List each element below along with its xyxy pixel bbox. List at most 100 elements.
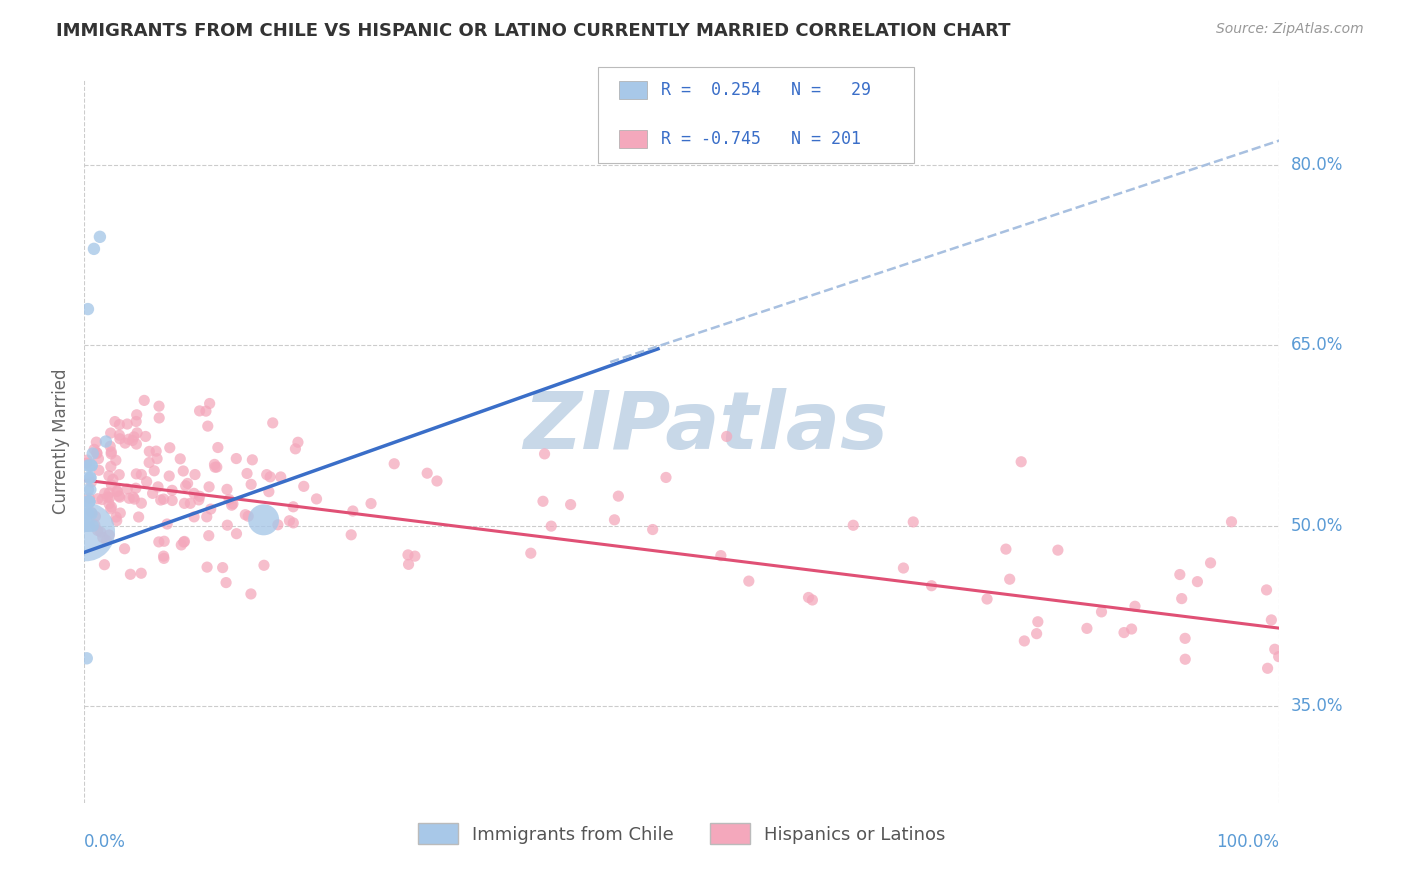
Point: [98, 486, 121, 500]
Point: [83, 242, 105, 256]
Point: [1199, 556, 1222, 570]
Point: [146, 480, 169, 494]
Point: [77, 483, 100, 497]
Point: [1267, 649, 1289, 664]
Point: [77, 458, 100, 473]
Point: [77, 301, 100, 316]
Point: [239, 587, 262, 601]
Point: [83, 517, 105, 532]
Point: [77, 518, 100, 533]
Point: [1256, 582, 1278, 597]
Point: [100, 500, 122, 514]
Point: [287, 435, 309, 450]
Point: [1026, 615, 1049, 629]
Point: [148, 411, 170, 425]
Point: [125, 437, 148, 451]
Point: [84, 509, 107, 524]
Point: [114, 541, 136, 556]
Point: [540, 519, 562, 533]
Point: [738, 574, 761, 588]
Point: [87, 463, 110, 477]
Point: [76, 507, 98, 521]
Point: [238, 509, 260, 524]
Point: [305, 491, 328, 506]
Text: IMMIGRANTS FROM CHILE VS HISPANIC OR LATINO CURRENTLY MARRIED CORRELATION CHART: IMMIGRANTS FROM CHILE VS HISPANIC OR LAT…: [56, 22, 1011, 40]
Point: [110, 506, 132, 520]
Point: [183, 509, 205, 524]
Point: [283, 516, 305, 530]
Point: [91, 492, 114, 507]
Point: [340, 528, 363, 542]
Point: [79, 491, 101, 506]
Point: [120, 567, 142, 582]
Point: [205, 460, 228, 475]
Point: [197, 529, 219, 543]
Point: [270, 470, 292, 484]
Point: [1014, 634, 1036, 648]
Point: [256, 467, 278, 482]
Point: [98, 491, 121, 505]
Point: [1174, 652, 1197, 666]
Point: [994, 542, 1017, 557]
Point: [153, 534, 176, 549]
Point: [1123, 599, 1146, 614]
Point: [903, 515, 925, 529]
Point: [100, 445, 122, 459]
Point: [221, 498, 243, 512]
Point: [1076, 621, 1098, 635]
Point: [176, 476, 198, 491]
Point: [153, 551, 176, 566]
Point: [236, 467, 259, 481]
Point: [82, 518, 104, 533]
Point: [98, 497, 121, 511]
Point: [1025, 626, 1047, 640]
Point: [1112, 625, 1135, 640]
Point: [138, 456, 160, 470]
Point: [115, 417, 138, 431]
Point: [1121, 622, 1143, 636]
Point: [86, 445, 108, 459]
Point: [135, 429, 157, 443]
Point: [204, 458, 226, 472]
Point: [283, 500, 305, 514]
Point: [152, 549, 174, 563]
Point: [77, 494, 100, 508]
Point: [398, 558, 420, 572]
Point: [173, 535, 195, 549]
Point: [169, 451, 191, 466]
Point: [91, 531, 114, 545]
Point: [79, 470, 101, 484]
Point: [396, 548, 419, 562]
Point: [122, 430, 145, 444]
Point: [253, 513, 276, 527]
Point: [98, 439, 121, 453]
Point: [215, 575, 238, 590]
Point: [100, 478, 122, 492]
Point: [1090, 605, 1112, 619]
Point: [76, 494, 98, 508]
Point: [77, 494, 100, 508]
Point: [259, 470, 281, 484]
Y-axis label: Currently Married: Currently Married: [52, 368, 70, 515]
Point: [77, 494, 100, 508]
Point: [79, 470, 101, 484]
Point: [194, 404, 217, 418]
Point: [125, 415, 148, 429]
Point: [148, 535, 170, 549]
Point: [80, 507, 103, 521]
Point: [76, 651, 98, 665]
Point: [360, 496, 382, 510]
Point: [184, 467, 207, 482]
Point: [207, 441, 229, 455]
Point: [222, 497, 245, 511]
Point: [105, 514, 128, 528]
Text: 0.0%: 0.0%: [84, 833, 127, 851]
Point: [1168, 567, 1191, 582]
Point: [96, 490, 118, 504]
Point: [100, 426, 122, 441]
Legend: Immigrants from Chile, Hispanics or Latinos: Immigrants from Chile, Hispanics or Lati…: [411, 816, 953, 852]
Point: [76, 453, 98, 467]
Point: [94, 486, 117, 500]
Point: [122, 490, 145, 504]
Point: [159, 441, 181, 455]
